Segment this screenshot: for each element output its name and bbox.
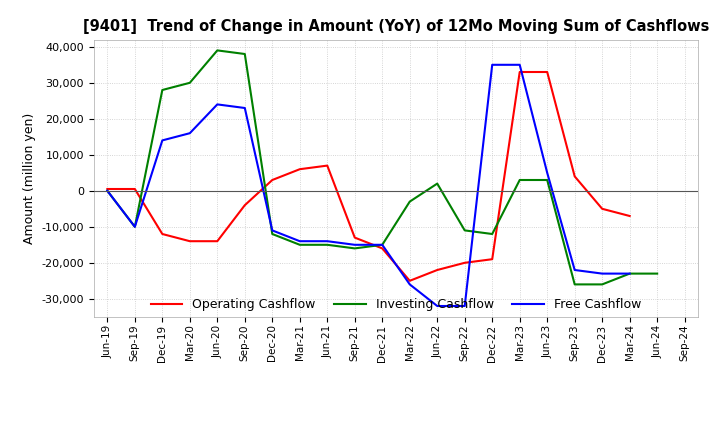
Title: [9401]  Trend of Change in Amount (YoY) of 12Mo Moving Sum of Cashflows: [9401] Trend of Change in Amount (YoY) o… (83, 19, 709, 34)
Operating Cashflow (351, 235, 359, 240)
Free Cashflow (488, 62, 497, 67)
Free Cashflow (213, 102, 222, 107)
Investing Cashflow (378, 242, 387, 247)
Investing Cashflow (130, 224, 139, 229)
Operating Cashflow (323, 163, 332, 168)
Operating Cashflow (570, 174, 579, 179)
Line: Investing Cashflow: Investing Cashflow (107, 51, 657, 284)
Operating Cashflow (130, 187, 139, 192)
Operating Cashflow (488, 257, 497, 262)
Investing Cashflow (323, 242, 332, 247)
Operating Cashflow (516, 70, 524, 75)
Free Cashflow (295, 238, 304, 244)
Free Cashflow (186, 131, 194, 136)
Investing Cashflow (351, 246, 359, 251)
Investing Cashflow (543, 177, 552, 183)
Investing Cashflow (295, 242, 304, 247)
Free Cashflow (626, 271, 634, 276)
Free Cashflow (158, 138, 166, 143)
Operating Cashflow (268, 177, 276, 183)
Free Cashflow (405, 282, 414, 287)
Operating Cashflow (378, 246, 387, 251)
Free Cashflow (570, 268, 579, 273)
Investing Cashflow (570, 282, 579, 287)
Investing Cashflow (158, 88, 166, 93)
Investing Cashflow (186, 80, 194, 85)
Free Cashflow (323, 238, 332, 244)
Investing Cashflow (433, 181, 441, 186)
Investing Cashflow (405, 199, 414, 204)
Free Cashflow (543, 170, 552, 176)
Operating Cashflow (598, 206, 606, 212)
Y-axis label: Amount (million yen): Amount (million yen) (23, 113, 36, 244)
Free Cashflow (103, 188, 112, 194)
Investing Cashflow (103, 188, 112, 194)
Operating Cashflow (433, 268, 441, 273)
Investing Cashflow (626, 271, 634, 276)
Free Cashflow (433, 303, 441, 308)
Free Cashflow (130, 224, 139, 229)
Operating Cashflow (543, 70, 552, 75)
Investing Cashflow (598, 282, 606, 287)
Free Cashflow (351, 242, 359, 247)
Free Cashflow (268, 228, 276, 233)
Free Cashflow (378, 242, 387, 247)
Investing Cashflow (653, 271, 662, 276)
Operating Cashflow (405, 278, 414, 283)
Legend: Operating Cashflow, Investing Cashflow, Free Cashflow: Operating Cashflow, Investing Cashflow, … (146, 293, 646, 316)
Investing Cashflow (240, 51, 249, 57)
Investing Cashflow (460, 228, 469, 233)
Operating Cashflow (240, 202, 249, 208)
Free Cashflow (240, 105, 249, 110)
Investing Cashflow (488, 231, 497, 237)
Investing Cashflow (213, 48, 222, 53)
Line: Operating Cashflow: Operating Cashflow (107, 72, 630, 281)
Operating Cashflow (103, 187, 112, 192)
Operating Cashflow (626, 213, 634, 219)
Free Cashflow (516, 62, 524, 67)
Investing Cashflow (268, 231, 276, 237)
Free Cashflow (460, 303, 469, 308)
Operating Cashflow (213, 238, 222, 244)
Operating Cashflow (158, 231, 166, 237)
Investing Cashflow (516, 177, 524, 183)
Operating Cashflow (186, 238, 194, 244)
Free Cashflow (598, 271, 606, 276)
Operating Cashflow (460, 260, 469, 265)
Line: Free Cashflow: Free Cashflow (107, 65, 630, 306)
Operating Cashflow (295, 167, 304, 172)
